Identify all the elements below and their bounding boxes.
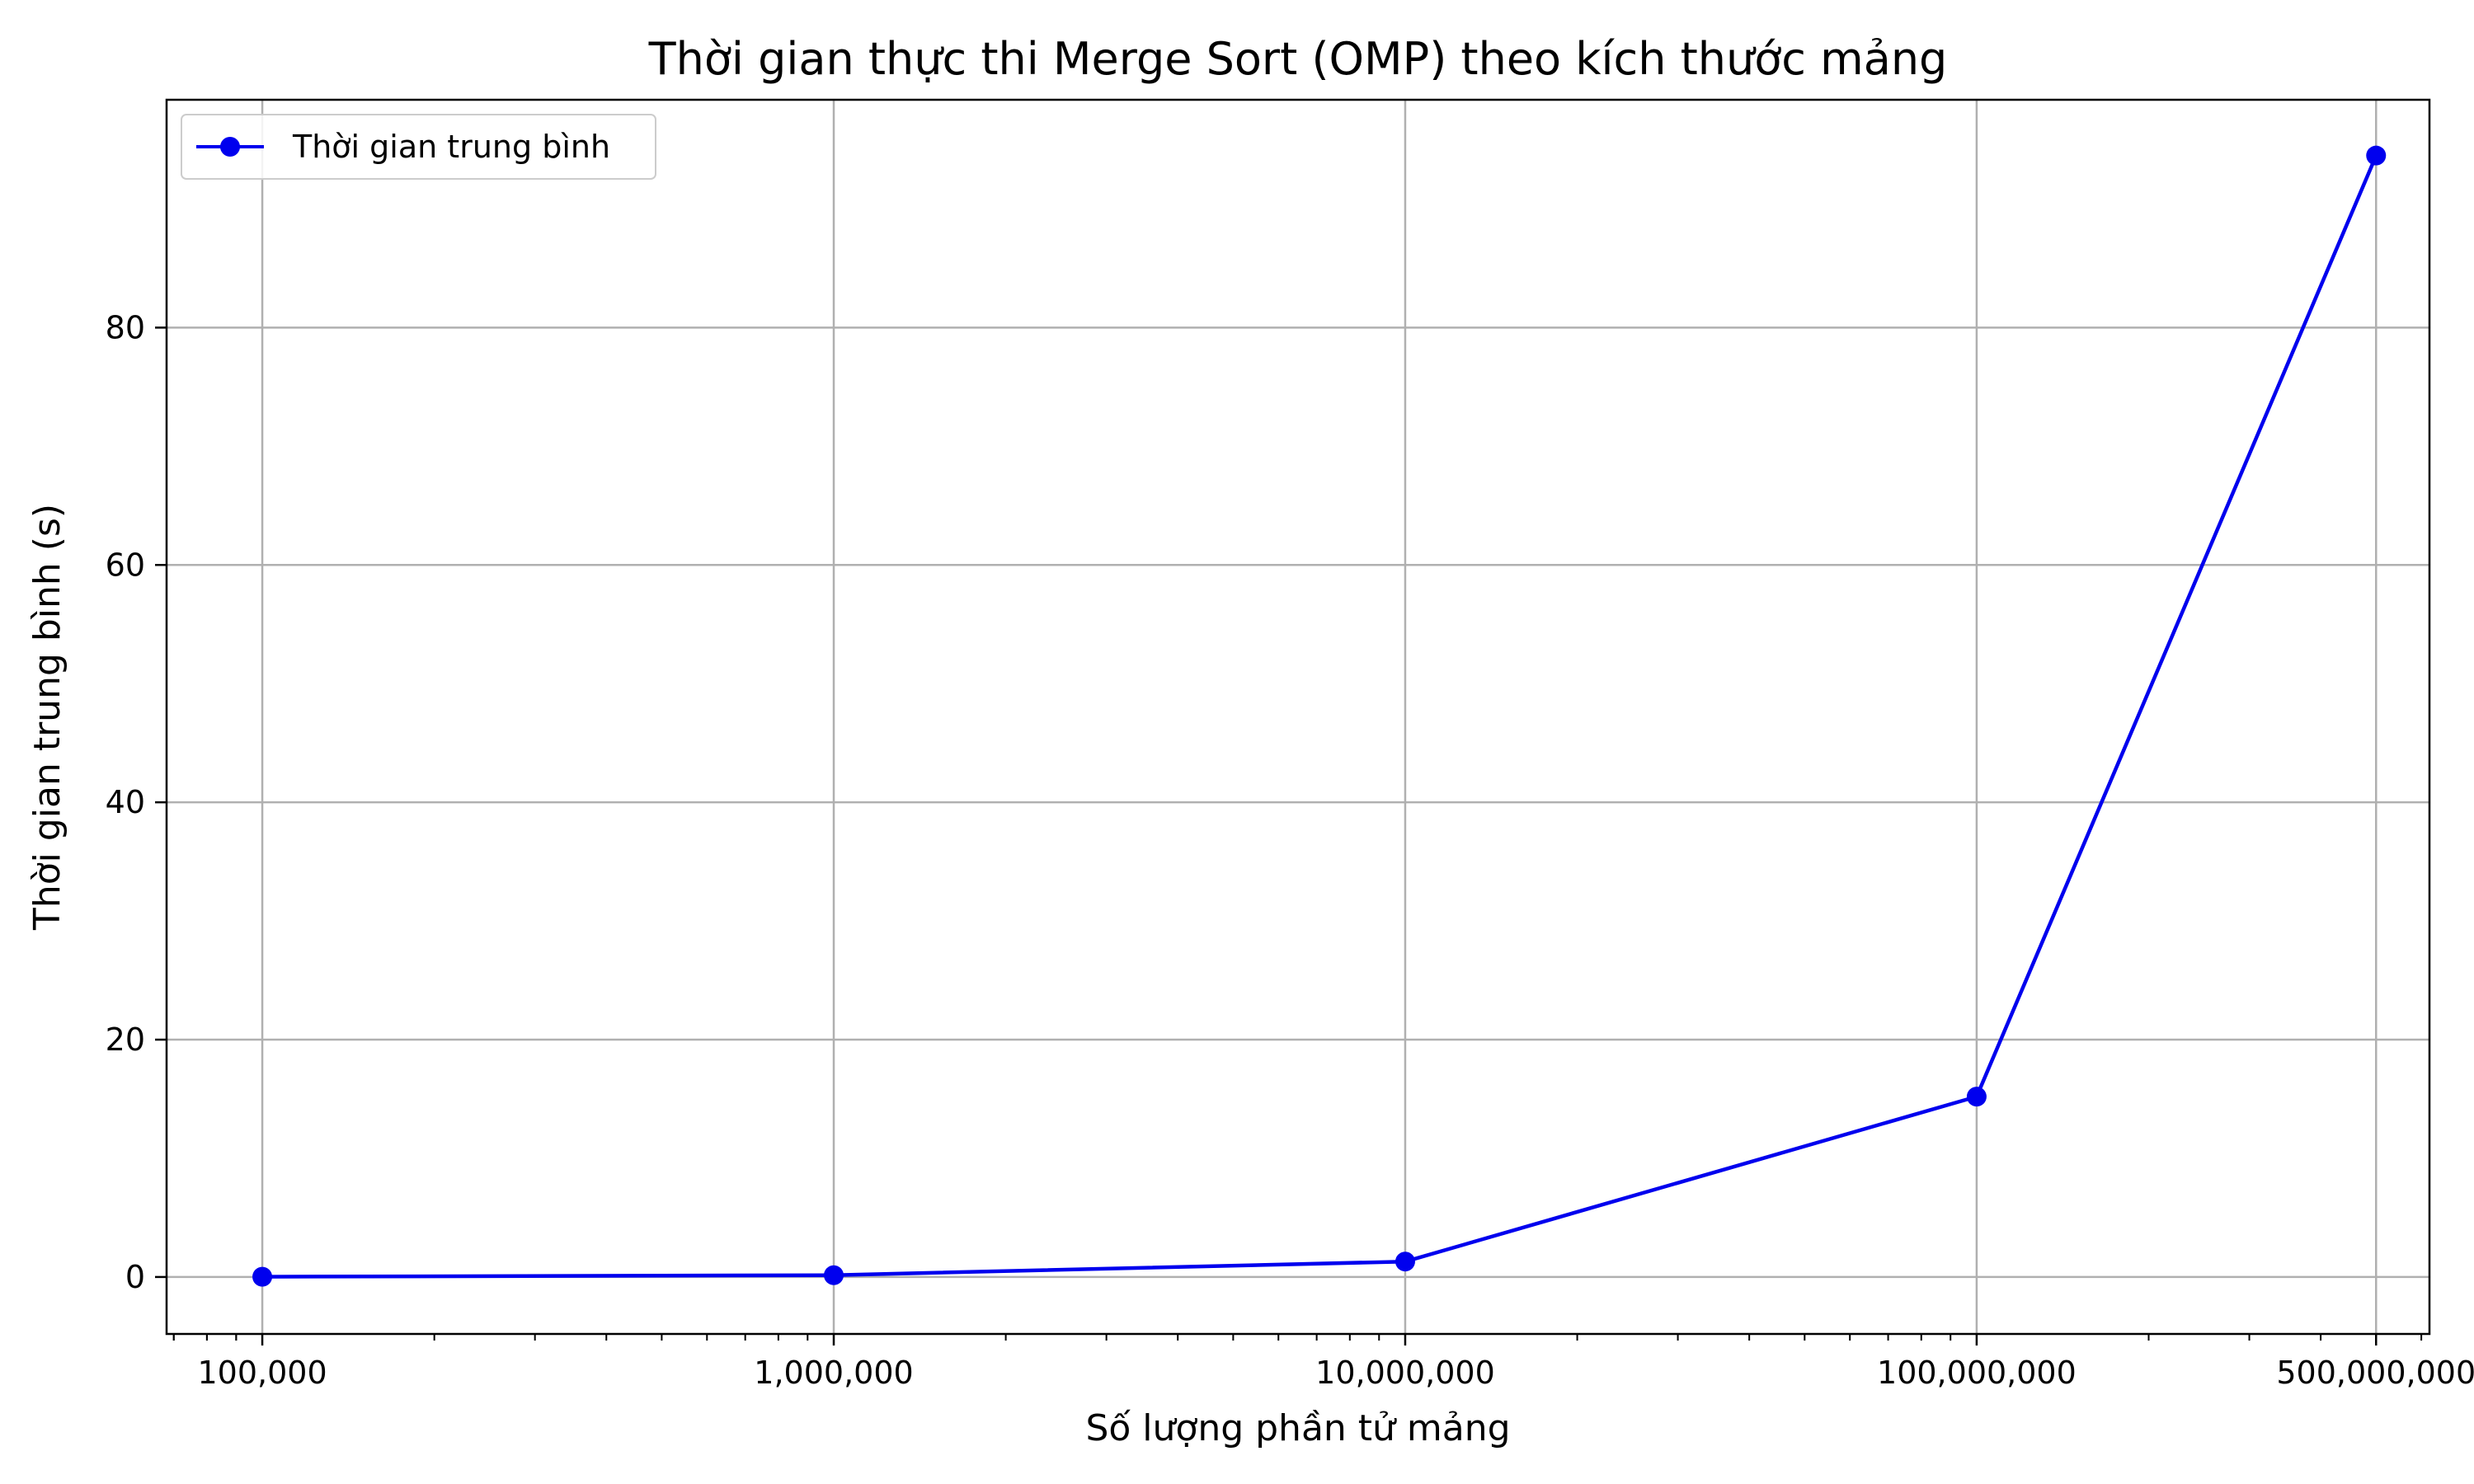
grid-layer <box>167 100 2429 1334</box>
legend-marker <box>220 137 240 157</box>
series-line <box>262 154 2378 1279</box>
y-axis-label: Thời gian trung bình (s) <box>26 504 68 931</box>
series-layer <box>252 145 2387 1287</box>
x-tick-label: 1,000,000 <box>754 1355 913 1391</box>
y-tick-label: 20 <box>106 1021 145 1058</box>
x-tick-label: 10,000,000 <box>1315 1355 1495 1391</box>
data-point <box>252 1266 273 1287</box>
chart-title: Thời gian thực thi Merge Sort (OMP) theo… <box>648 33 1948 85</box>
x-tick-label: 500,000,000 <box>2276 1355 2474 1391</box>
data-point <box>1395 1252 1415 1272</box>
data-point <box>1966 1087 1987 1107</box>
legend-box <box>181 114 656 180</box>
data-point <box>2366 145 2387 166</box>
y-tick-label: 40 <box>106 784 145 820</box>
x-tick-label: 100,000 <box>197 1355 327 1391</box>
x-axis-label: Số lượng phần tử mảng <box>1085 1407 1510 1449</box>
plot-frame <box>165 98 2431 1336</box>
y-tick-label: 0 <box>125 1259 145 1295</box>
y-tick-label: 60 <box>106 547 145 583</box>
legend-label: Thời gian trung bình <box>292 129 610 165</box>
legend: Thời gian trung bình <box>181 114 656 180</box>
y-tick-label: 80 <box>106 309 145 345</box>
minor-tick-layer <box>172 1334 2423 1341</box>
data-point <box>824 1265 844 1285</box>
major-tick-layer: 100,000 1,000,000 10,000,000 100,000,000 500… <box>106 309 2474 1391</box>
x-tick-label: 100,000,000 <box>1877 1355 2077 1391</box>
